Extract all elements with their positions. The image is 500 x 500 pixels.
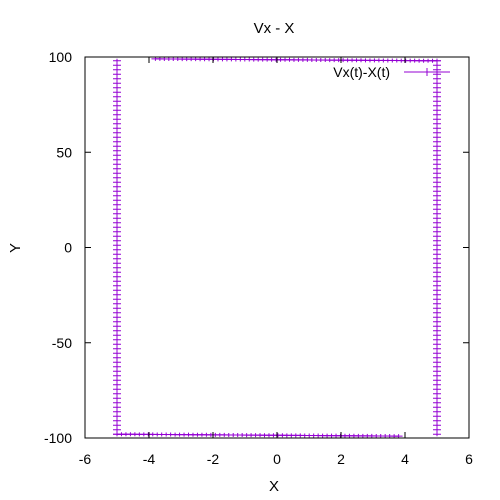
x-tick-label: -2	[207, 451, 220, 467]
x-tick-label: 6	[465, 451, 473, 467]
y-tick-label: -50	[52, 335, 72, 351]
x-tick-label: 2	[337, 451, 345, 467]
x-axis-label: X	[269, 478, 279, 495]
y-axis-label: Y	[7, 243, 24, 253]
y-tick-label: 100	[49, 49, 73, 65]
x-tick-label: 4	[401, 451, 409, 467]
y-tick-label: 0	[64, 240, 72, 256]
y-tick-label: -100	[44, 430, 72, 446]
chart-title: Vx - X	[254, 20, 295, 37]
x-tick-label: -4	[143, 451, 156, 467]
y-tick-label: 50	[56, 144, 72, 160]
legend-label: Vx(t)-X(t)	[333, 64, 390, 80]
x-tick-label: -6	[79, 451, 92, 467]
x-tick-label: 0	[273, 451, 281, 467]
